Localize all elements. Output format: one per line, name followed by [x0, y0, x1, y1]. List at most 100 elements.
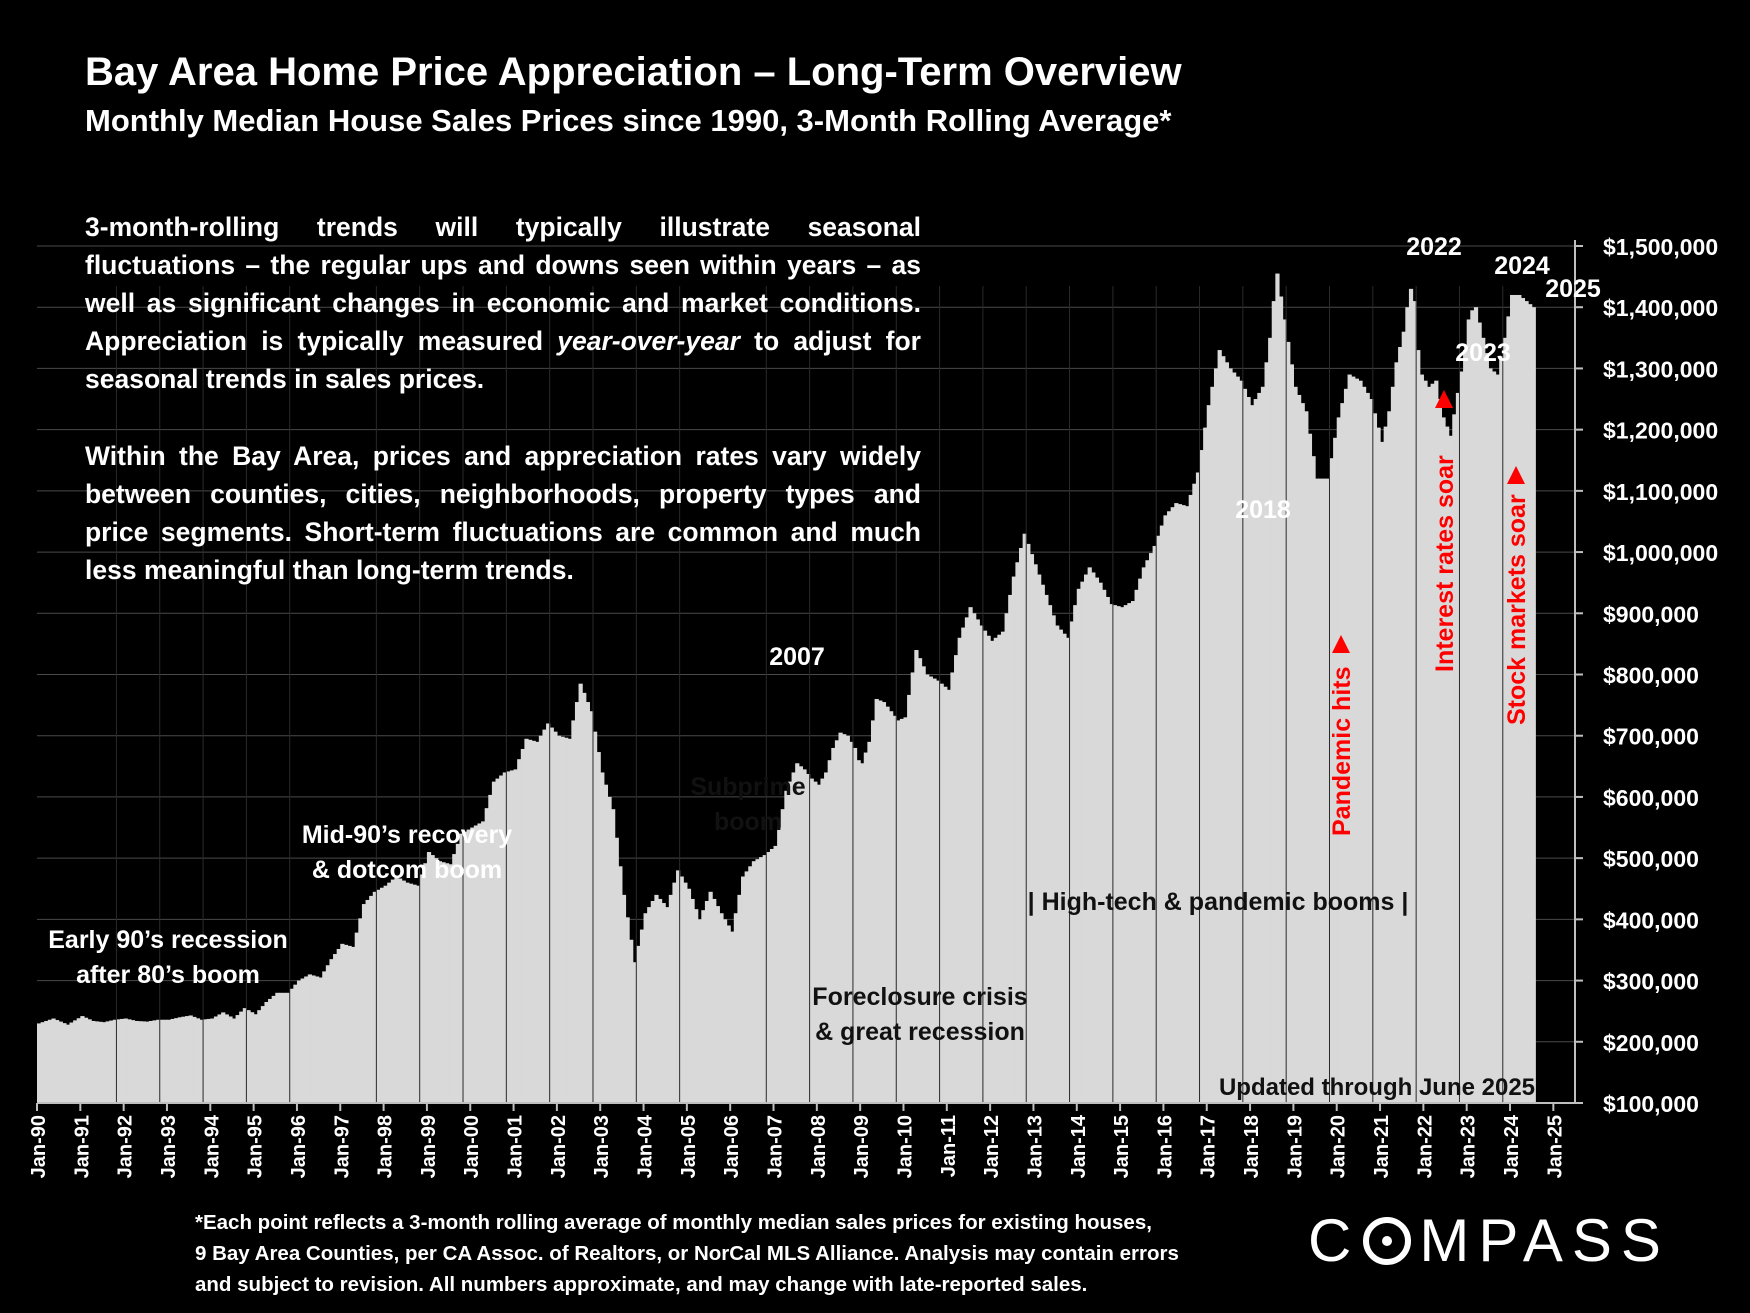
bar-month-33: [156, 1019, 161, 1103]
x-tick-label-18: Jan-08: [808, 1115, 830, 1178]
bar-month-264: [990, 640, 995, 1103]
bar-month-58: [246, 1010, 251, 1103]
x-tick-label-33: Jan-23: [1458, 1115, 1480, 1178]
bar-month-309: [1152, 545, 1157, 1103]
bar-month-62: [260, 1006, 266, 1103]
peak-label-2022: 2022: [1406, 233, 1462, 261]
bar-month-130: [506, 771, 511, 1103]
bar-month-274: [1026, 543, 1031, 1103]
bar-month-132: [513, 769, 518, 1103]
bar-month-329: [1224, 362, 1230, 1103]
bar-month-140: [542, 729, 547, 1103]
bar-month-138: [535, 741, 540, 1103]
bar-month-393: [1455, 392, 1461, 1103]
bar-month-170: [650, 900, 655, 1103]
bar-month-190: [722, 919, 728, 1103]
bar-month-20: [109, 1020, 114, 1103]
bar-month-100: [398, 878, 403, 1103]
bar-month-31: [148, 1020, 154, 1103]
bar-month-355: [1318, 478, 1323, 1104]
bar-month-311: [1159, 525, 1165, 1103]
bar-month-35: [163, 1019, 168, 1103]
bar-month-310: [1156, 535, 1161, 1103]
bar-month-231: [870, 720, 876, 1103]
bar-month-232: [874, 698, 879, 1103]
bar-month-363: [1347, 374, 1352, 1103]
explanation-paragraph-1-italic: year-over-year: [557, 326, 740, 356]
bar-month-149: [574, 702, 580, 1103]
bar-month-168: [643, 913, 648, 1103]
bar-month-365: [1354, 378, 1359, 1103]
bar-month-364: [1351, 376, 1356, 1104]
bar-month-178: [679, 876, 684, 1103]
bar-month-386: [1430, 383, 1435, 1103]
bar-month-163: [625, 917, 630, 1103]
bar-month-385: [1426, 386, 1432, 1103]
bar-month-353: [1311, 456, 1316, 1103]
x-tick-label-34: Jan-24: [1501, 1114, 1523, 1178]
bar-month-74: [304, 976, 309, 1103]
bar-month-388: [1437, 399, 1443, 1103]
bar-month-403: [1491, 371, 1497, 1104]
x-tick-label-17: Jan-07: [765, 1115, 787, 1178]
bar-month-171: [654, 894, 659, 1103]
bars-series: [37, 273, 1536, 1104]
bar-month-367: [1361, 386, 1367, 1103]
bar-month-109: [430, 855, 435, 1103]
bar-month-68: [282, 992, 287, 1103]
x-tick-label-25: Jan-15: [1111, 1115, 1133, 1178]
bar-month-205: [777, 827, 782, 1103]
bar-month-48: [210, 1018, 215, 1103]
bar-month-123: [481, 821, 486, 1103]
bar-month-24: [123, 1018, 128, 1103]
bar-month-182: [694, 909, 699, 1103]
bar-month-337: [1253, 399, 1258, 1103]
bar-month-255: [957, 637, 962, 1103]
bar-month-103: [408, 883, 414, 1103]
y-tick-label-11: $1,200,000: [1603, 418, 1718, 444]
bar-month-313: [1167, 511, 1172, 1103]
bar-month-90: [361, 904, 367, 1103]
bar-month-243: [914, 650, 919, 1103]
bar-month-7: [62, 1023, 67, 1103]
bar-month-361: [1340, 403, 1345, 1103]
bar-month-316: [1177, 504, 1183, 1103]
x-tick-label-29: Jan-19: [1284, 1115, 1306, 1178]
bar-month-139: [538, 735, 544, 1103]
chart-subtitle: Monthly Median House Sales Prices since …: [85, 103, 1172, 138]
bar-month-12: [80, 1016, 85, 1103]
bar-month-237: [892, 715, 897, 1103]
bar-month-207: [784, 790, 789, 1103]
bar-month-387: [1434, 380, 1439, 1104]
bar-month-339: [1260, 386, 1266, 1103]
bar-month-218: [824, 772, 829, 1103]
bar-month-25: [127, 1019, 132, 1103]
bar-month-376: [1394, 362, 1399, 1103]
bar-month-296: [1105, 596, 1110, 1103]
bar-month-366: [1358, 380, 1363, 1104]
bar-month-294: [1098, 582, 1103, 1103]
bar-month-348: [1293, 386, 1298, 1103]
bar-month-44: [195, 1018, 201, 1103]
x-tick-label-27: Jan-17: [1198, 1115, 1220, 1178]
bar-month-394: [1459, 371, 1464, 1104]
bar-month-277: [1037, 574, 1042, 1103]
bar-month-54: [231, 1018, 237, 1103]
bar-month-338: [1257, 392, 1262, 1103]
period-label-foreclosure-1: Foreclosure crisis: [812, 983, 1027, 1011]
bar-month-289: [1080, 581, 1085, 1103]
bar-month-330: [1228, 368, 1233, 1103]
bar-month-65: [271, 995, 276, 1103]
bar-month-98: [390, 879, 396, 1103]
bar-month-299: [1116, 606, 1121, 1103]
bar-month-162: [621, 894, 627, 1103]
bar-month-105: [416, 885, 421, 1103]
bar-month-137: [531, 740, 536, 1103]
bar-month-187: [712, 898, 717, 1103]
footnote-line-2: 9 Bay Area Counties, per CA Assoc. of Re…: [195, 1242, 1179, 1265]
explanation-paragraph-2: Within the Bay Area, prices and apprecia…: [85, 441, 921, 585]
bar-month-271: [1015, 562, 1020, 1103]
bar-month-143: [553, 731, 558, 1103]
bar-month-283: [1058, 629, 1063, 1103]
bar-month-275: [1029, 554, 1035, 1103]
